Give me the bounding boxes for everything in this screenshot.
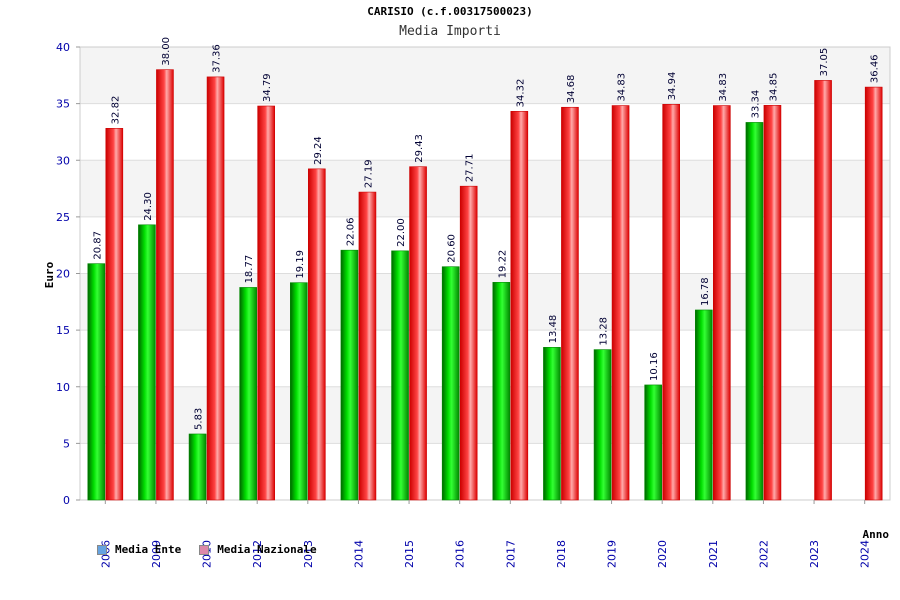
x-tick-label: 2020: [656, 540, 669, 568]
data-label-media-ente: 22.00: [396, 218, 407, 247]
bar-media-nazionale: [156, 69, 174, 501]
data-label-media-nazionale: 38.00: [161, 37, 172, 66]
x-tick-label: 2015: [403, 540, 416, 568]
x-tick-label: 2012: [251, 540, 264, 568]
bar-media-ente: [745, 122, 764, 501]
bar-media-ente: [340, 249, 359, 501]
x-tick-label: 2019: [606, 540, 619, 568]
y-tick-label: 20: [56, 268, 70, 281]
bar-media-nazionale: [864, 86, 883, 501]
data-label-media-nazionale: 34.83: [617, 73, 628, 102]
data-label-media-ente: 22.06: [345, 218, 356, 247]
x-tick-label: 2024: [859, 540, 872, 568]
legend-item-media-nazionale: Media Nazionale: [199, 543, 317, 556]
data-label-media-ente: 18.77: [244, 255, 255, 284]
bar-media-ente: [543, 347, 561, 501]
bar-media-ente: [644, 384, 662, 501]
x-tick-label: 2022: [757, 540, 770, 568]
bar-media-ente: [290, 282, 308, 501]
data-label-media-nazionale: 37.05: [819, 48, 830, 77]
bar-media-ente: [441, 266, 460, 501]
data-label-media-ente: 20.87: [92, 231, 103, 260]
data-label-media-ente: 20.60: [447, 234, 458, 263]
bar-media-nazionale: [611, 105, 630, 501]
y-tick-label: 25: [56, 211, 70, 224]
legend-label-media-ente: Media Ente: [115, 543, 182, 556]
bar-media-nazionale: [105, 128, 124, 501]
data-label-media-nazionale: 34.32: [515, 79, 526, 108]
bar-media-nazionale: [510, 111, 529, 501]
bar-media-ente: [239, 287, 257, 501]
bar-media-nazionale: [308, 168, 326, 501]
bar-media-ente: [695, 309, 713, 501]
bar-media-ente: [138, 224, 156, 501]
x-tick-label: 2009: [150, 540, 163, 568]
data-label-media-nazionale: 32.82: [110, 96, 121, 125]
data-label-media-ente: 19.22: [497, 250, 508, 279]
legend-swatch-media-ente: [97, 544, 107, 555]
legend: Media Ente Media Nazionale: [97, 543, 317, 556]
data-label-media-nazionale: 34.94: [667, 72, 678, 101]
y-tick-label: 15: [56, 324, 70, 337]
data-label-media-nazionale: 29.43: [414, 134, 425, 163]
legend-swatch-media-nazionale: [199, 544, 210, 555]
bar-media-nazionale: [662, 104, 680, 501]
legend-item-media-ente: Media Ente: [97, 543, 181, 556]
x-tick-label: 2013: [302, 540, 315, 568]
bar-media-nazionale: [713, 105, 731, 501]
x-axis-label: Anno: [863, 528, 890, 541]
bar-media-nazionale: [814, 80, 832, 501]
data-label-media-ente: 13.48: [548, 315, 559, 344]
bar-media-nazionale: [459, 185, 478, 501]
bar-media-ente: [593, 349, 612, 501]
x-tick-label: 2016: [454, 540, 467, 568]
y-tick-label: 35: [56, 98, 70, 111]
bar-media-ente: [188, 433, 207, 501]
bar-media-nazionale: [257, 105, 275, 501]
data-label-media-ente: 16.78: [700, 277, 711, 306]
chart-subtitle: Media Importi: [399, 24, 501, 39]
y-tick-label: 10: [56, 381, 70, 394]
legend-label-media-nazionale: Media Nazionale: [217, 543, 317, 556]
bar-media-nazionale: [561, 106, 579, 501]
data-label-media-ente: 19.19: [295, 250, 306, 279]
data-label-media-ente: 33.34: [750, 90, 761, 119]
x-tick-label: 2021: [707, 540, 720, 568]
y-tick-label: 40: [56, 41, 70, 54]
bar-media-nazionale: [763, 105, 782, 501]
data-label-media-nazionale: 37.36: [212, 44, 223, 73]
data-label-media-ente: 13.28: [599, 317, 610, 346]
y-tick-label: 0: [63, 494, 70, 507]
bars-group: 20.87 32.82 24.30 38.00 5.83 37.36 18.77 34.79 1…: [87, 37, 883, 501]
chart-title: CARISIO (c.f.00317500023): [367, 5, 533, 18]
bar-media-nazionale: [409, 166, 427, 501]
x-tick-label: 2017: [504, 540, 517, 568]
x-tick-label: 2018: [555, 540, 568, 568]
data-label-media-nazionale: 34.83: [718, 73, 729, 102]
x-tick-label: 2023: [808, 540, 821, 568]
data-label-media-ente: 10.16: [649, 352, 660, 381]
data-label-media-nazionale: 27.19: [363, 159, 374, 188]
bar-media-nazionale: [358, 191, 377, 501]
y-tick-label: 5: [63, 437, 70, 450]
data-label-media-nazionale: 34.68: [566, 75, 577, 104]
data-label-media-ente: 24.30: [143, 192, 154, 221]
data-label-media-nazionale: 27.71: [465, 154, 476, 183]
data-label-media-nazionale: 34.85: [768, 73, 779, 102]
x-tick-label: 2014: [352, 540, 365, 568]
data-label-media-ente: 5.83: [194, 408, 205, 430]
bar-media-ente: [391, 250, 409, 501]
data-label-media-nazionale: 29.24: [313, 136, 324, 165]
bar-media-ente: [87, 263, 106, 501]
y-tick-label: 30: [56, 154, 70, 167]
y-axis-label: Euro: [43, 261, 56, 288]
data-label-media-nazionale: 34.79: [262, 73, 273, 102]
axes-group: 0510152025303540EuroAnno2006200920102012…: [43, 41, 889, 568]
bar-media-nazionale: [206, 76, 225, 501]
bar-media-ente: [492, 282, 511, 501]
data-label-media-nazionale: 36.46: [870, 54, 881, 83]
